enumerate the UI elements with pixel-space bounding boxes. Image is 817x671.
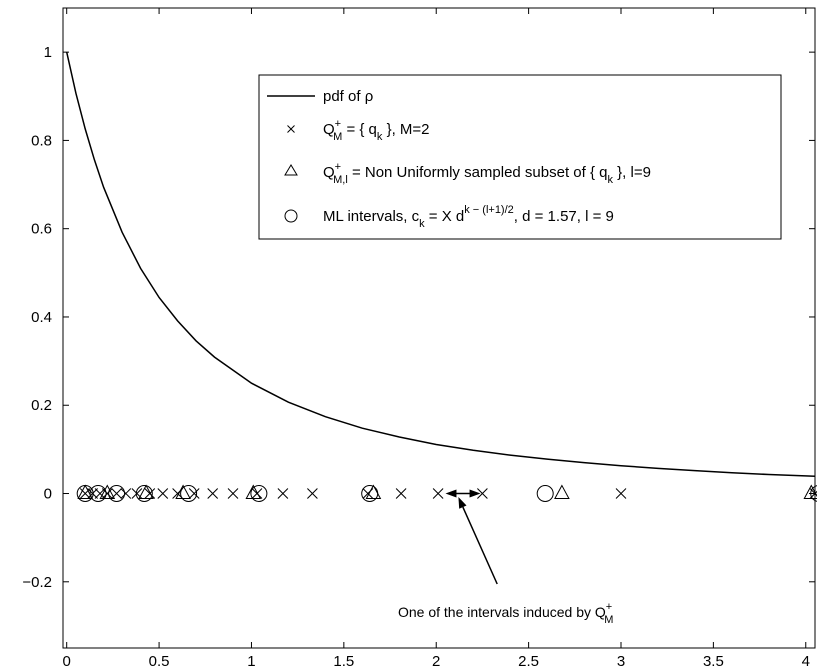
axis-ticks: 0 0.5 1 1.5 2 2.5 3 3.5 4 −0.2 0 0.2 0.4 0.6 0.8 1 (22, 8, 815, 670)
triangle-marker (77, 484, 94, 499)
pdf-curve (65, 51, 816, 478)
legend-triangle-marker (284, 164, 298, 176)
triangle-marker (175, 484, 191, 499)
circle-marker (135, 485, 153, 502)
x-marker (101, 488, 113, 499)
x-marker-stroke (277, 488, 289, 499)
x-marker (87, 488, 98, 499)
interval-arrow-head-right (469, 489, 481, 498)
legend-x-marker (287, 125, 295, 133)
x-tick-label: 3 (617, 653, 625, 670)
pointer-arrow-head (458, 497, 467, 509)
y-tick-label: 1 (44, 44, 52, 61)
x-marker-stroke (157, 488, 169, 499)
x-marker (307, 488, 318, 499)
x-marker (144, 488, 156, 499)
x-marker (477, 488, 488, 499)
annotation-layer (445, 489, 498, 585)
annotation-text: One of the intervals induced by Q+ M (398, 601, 613, 626)
triangle-marker (99, 484, 116, 499)
y-tick-label: −0.2 (22, 574, 52, 591)
x-marker (432, 488, 444, 499)
pointer-arrow-shaft (462, 506, 498, 585)
triangle-marker (554, 484, 570, 499)
x-marker-stroke (477, 488, 488, 499)
x-marker-stroke (207, 488, 219, 499)
circle-marker (108, 485, 126, 502)
circle-marker (89, 485, 107, 502)
x-tick-label: 1 (247, 653, 255, 670)
x-marker-stroke (395, 488, 407, 499)
x-marker-stroke (227, 488, 239, 499)
x-marker-stroke (307, 488, 318, 499)
x-marker-stroke (101, 488, 113, 499)
legend: pdf of ρ Q+ M = { qk }, M=2 Q+ M,l = Non U… (258, 74, 782, 240)
triangle-marker (365, 484, 382, 499)
y-tick-label: 0.8 (31, 132, 52, 149)
circle-marker (180, 485, 198, 502)
circle-marker (250, 485, 268, 502)
x-tick-label: 1.5 (333, 653, 354, 670)
x-marker-stroke (144, 488, 156, 499)
circle-marker (76, 485, 94, 502)
x-marker-stroke (432, 488, 444, 499)
x-marker-stroke (79, 488, 91, 499)
x-marker-stroke (120, 488, 132, 499)
x-tick-label: 0.5 (149, 653, 170, 670)
x-marker (277, 488, 289, 499)
y-tick-label: 0.2 (31, 397, 52, 414)
x-marker (79, 488, 91, 499)
y-tick-label: 0.6 (31, 221, 52, 238)
x-marker-stroke (251, 488, 263, 499)
x-marker (157, 488, 169, 499)
legend-circle-marker (284, 209, 298, 223)
legend-label-ml: ML intervals, ck = X dk − (l+1)/2, d = 1… (323, 204, 614, 230)
x-marker (120, 488, 132, 499)
x-marker (615, 488, 627, 499)
x-marker-stroke (131, 488, 143, 499)
circle-marker (361, 485, 379, 502)
x-marker (227, 488, 239, 499)
x-tick-label: 4 (802, 653, 810, 670)
x-tick-label: 3.5 (703, 653, 724, 670)
interval-arrow-head-left (445, 489, 457, 498)
x-marker-stroke (87, 488, 98, 499)
legend-label-qm: Q+ M = { qk }, M=2 (323, 118, 430, 143)
circle-marker (810, 485, 817, 502)
legend-label-qml: Q+ M,l = Non Uniformly sampled subset of … (323, 161, 651, 186)
x-marker (207, 488, 219, 499)
legend-box (258, 74, 782, 240)
circle-marker (536, 485, 554, 502)
triangle-marker (138, 484, 154, 499)
triangle-marker (803, 484, 817, 499)
x-marker-stroke (615, 488, 627, 499)
x-tick-label: 2.5 (518, 653, 539, 670)
x-marker (188, 488, 200, 499)
x-tick-label: 2 (432, 653, 440, 670)
x-marker (251, 488, 263, 499)
x-marker (395, 488, 407, 499)
x-marker-stroke (188, 488, 200, 499)
legend-label-pdf: pdf of ρ (323, 88, 373, 105)
x-tick-label: 0 (63, 653, 71, 670)
series-layer (65, 51, 817, 502)
y-tick-label: 0 (44, 486, 52, 503)
y-tick-label: 0.4 (31, 309, 52, 326)
